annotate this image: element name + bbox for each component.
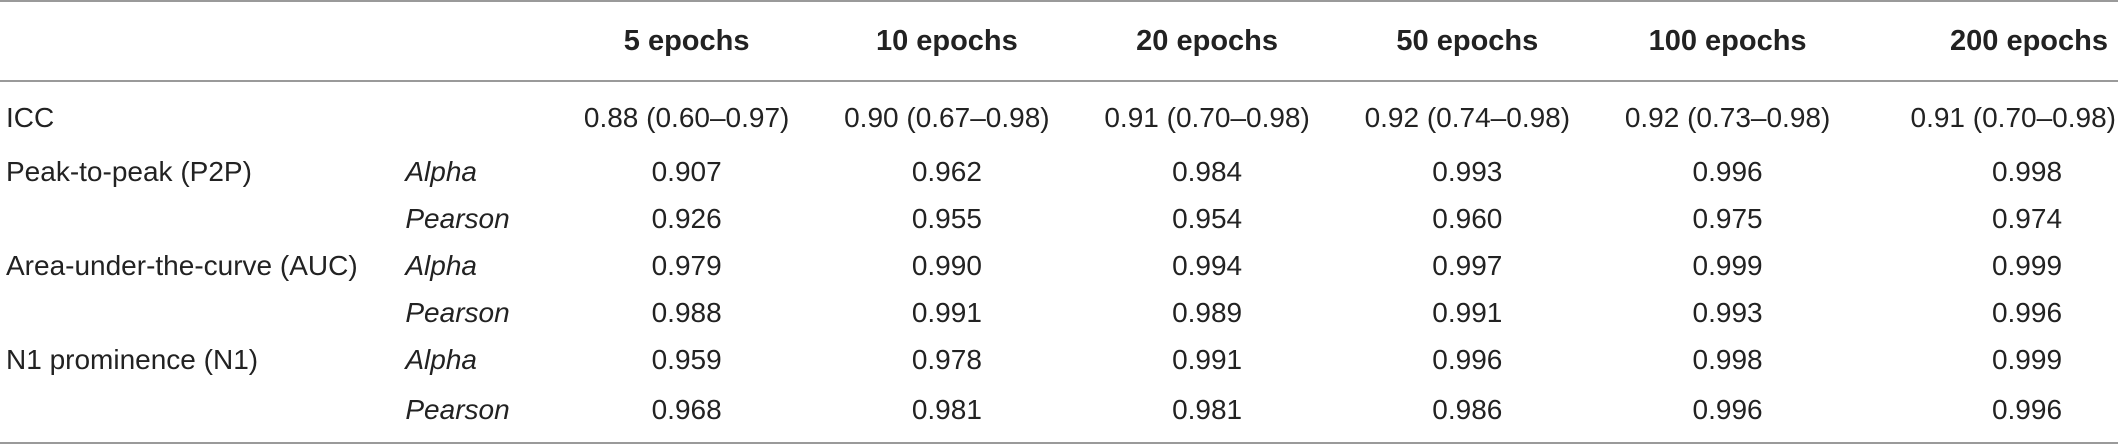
table-body: ICC 0.88 (0.60–0.97) 0.90 (0.67–0.98) 0.… xyxy=(0,81,2118,443)
row-stat-label: Alpha xyxy=(405,343,477,375)
table-cell: 0.954 xyxy=(1172,202,1243,234)
table-row: Pearson 0.926 0.955 0.954 0.960 0.975 0.… xyxy=(0,195,2118,242)
table-row: N1 prominence (N1) Alpha 0.959 0.978 0.9… xyxy=(0,336,2118,383)
table-cell: 0.990 xyxy=(911,249,982,281)
table-row: Pearson 0.988 0.991 0.989 0.991 0.993 0.… xyxy=(0,289,2118,336)
table-cell: 0.996 xyxy=(1858,289,2118,336)
table-cell: 0.974 xyxy=(1858,195,2118,242)
table-cell: 0.907 xyxy=(651,155,722,187)
table-cell: 0.986 xyxy=(1432,393,1503,425)
header-cell-5-epochs: 5 epochs xyxy=(623,24,750,57)
table-header: 5 epochs 10 epochs 20 epochs 50 epochs 1… xyxy=(0,1,2118,81)
table-cell: 0.968 xyxy=(651,393,722,425)
table-cell: 0.996 xyxy=(1858,383,2118,443)
table-cell: 0.991 xyxy=(911,296,982,328)
row-measure-label: Peak-to-peak (P2P) xyxy=(6,155,252,187)
row-measure-label xyxy=(0,383,405,443)
table-cell: 0.960 xyxy=(1432,202,1503,234)
header-row: 5 epochs 10 epochs 20 epochs 50 epochs 1… xyxy=(0,1,2118,81)
table-cell: 0.90 (0.67–0.98) xyxy=(844,102,1050,133)
table-cell: 0.999 xyxy=(1692,249,1763,281)
table-cell: 0.959 xyxy=(651,343,722,375)
header-cell-200-epochs: 200 epochs xyxy=(1950,24,2108,57)
table-cell: 0.996 xyxy=(1692,393,1763,425)
table-cell: 0.991 xyxy=(1172,343,1243,375)
table-cell: 0.981 xyxy=(1172,393,1243,425)
table-cell: 0.91 (0.70–0.98) xyxy=(1104,102,1310,133)
table-cell-value: 0.999 xyxy=(1991,343,2063,375)
table-row: Pearson 0.968 0.981 0.981 0.986 0.996 0.… xyxy=(0,383,2118,443)
table-cell: 0.991 xyxy=(1432,296,1503,328)
table-cell: 0.993 xyxy=(1432,155,1503,187)
table-cell: 0.999 xyxy=(1858,242,2118,289)
row-stat-label: Pearson xyxy=(405,296,510,328)
table-cell-value: 0.998 xyxy=(1991,155,2063,187)
table-cell: 0.988 xyxy=(651,296,722,328)
table-cell: 0.978 xyxy=(911,343,982,375)
table-cell-value: 0.996 xyxy=(1991,296,2063,328)
header-cell-10-epochs: 10 epochs xyxy=(875,24,1018,57)
header-cell-stat xyxy=(405,1,556,81)
row-stat-label xyxy=(405,81,556,148)
table-cell-value: 0.974 xyxy=(1991,202,2063,234)
header-cell-measure xyxy=(0,1,405,81)
row-stat-label: Alpha xyxy=(405,155,477,187)
header-cell-20-epochs: 20 epochs xyxy=(1136,24,1279,57)
row-measure-label: Area-under-the-curve (AUC) xyxy=(6,249,358,281)
table-cell: 0.975 xyxy=(1692,202,1763,234)
row-stat-label: Alpha xyxy=(405,249,477,281)
row-measure-label xyxy=(0,289,405,336)
table-cell: 0.996 xyxy=(1432,343,1503,375)
header-cell-100-epochs: 100 epochs xyxy=(1648,24,1807,57)
table-cell: 0.92 (0.73–0.98) xyxy=(1624,102,1831,133)
table-cell: 0.998 xyxy=(1692,343,1763,375)
row-stat-label: Pearson xyxy=(405,393,510,425)
row-measure-label xyxy=(0,195,405,242)
table-row: Peak-to-peak (P2P) Alpha 0.907 0.962 0.9… xyxy=(0,148,2118,195)
table-cell: 0.91 (0.70–0.98) xyxy=(1910,102,2117,133)
row-measure-label: N1 prominence (N1) xyxy=(6,343,259,375)
table-cell: 0.88 (0.60–0.97) xyxy=(583,102,790,133)
header-cell-50-epochs: 50 epochs xyxy=(1396,24,1539,57)
table-cell: 0.984 xyxy=(1172,155,1243,187)
table-cell: 0.993 xyxy=(1692,296,1763,328)
table-cell-value: 0.999 xyxy=(1991,249,2063,281)
row-measure-label: ICC xyxy=(6,102,55,133)
table-cell: 0.999 xyxy=(1858,336,2118,383)
table-cell: 0.994 xyxy=(1172,249,1243,281)
table-cell: 0.996 xyxy=(1692,155,1763,187)
table-cell: 0.989 xyxy=(1172,296,1243,328)
table-cell: 0.955 xyxy=(911,202,982,234)
table-cell: 0.997 xyxy=(1432,249,1503,281)
table-cell: 0.998 xyxy=(1858,148,2118,195)
table-cell: 0.981 xyxy=(911,393,982,425)
table-row: Area-under-the-curve (AUC) Alpha 0.979 0… xyxy=(0,242,2118,289)
table-cell: 0.979 xyxy=(651,249,722,281)
row-stat-label: Pearson xyxy=(405,202,510,234)
table-cell: 0.962 xyxy=(911,155,982,187)
table-cell: 0.92 (0.74–0.98) xyxy=(1364,102,1571,133)
table-row: ICC 0.88 (0.60–0.97) 0.90 (0.67–0.98) 0.… xyxy=(0,81,2118,148)
table-cell-value: 0.996 xyxy=(1991,393,2063,425)
table-cell: 0.926 xyxy=(651,202,722,234)
